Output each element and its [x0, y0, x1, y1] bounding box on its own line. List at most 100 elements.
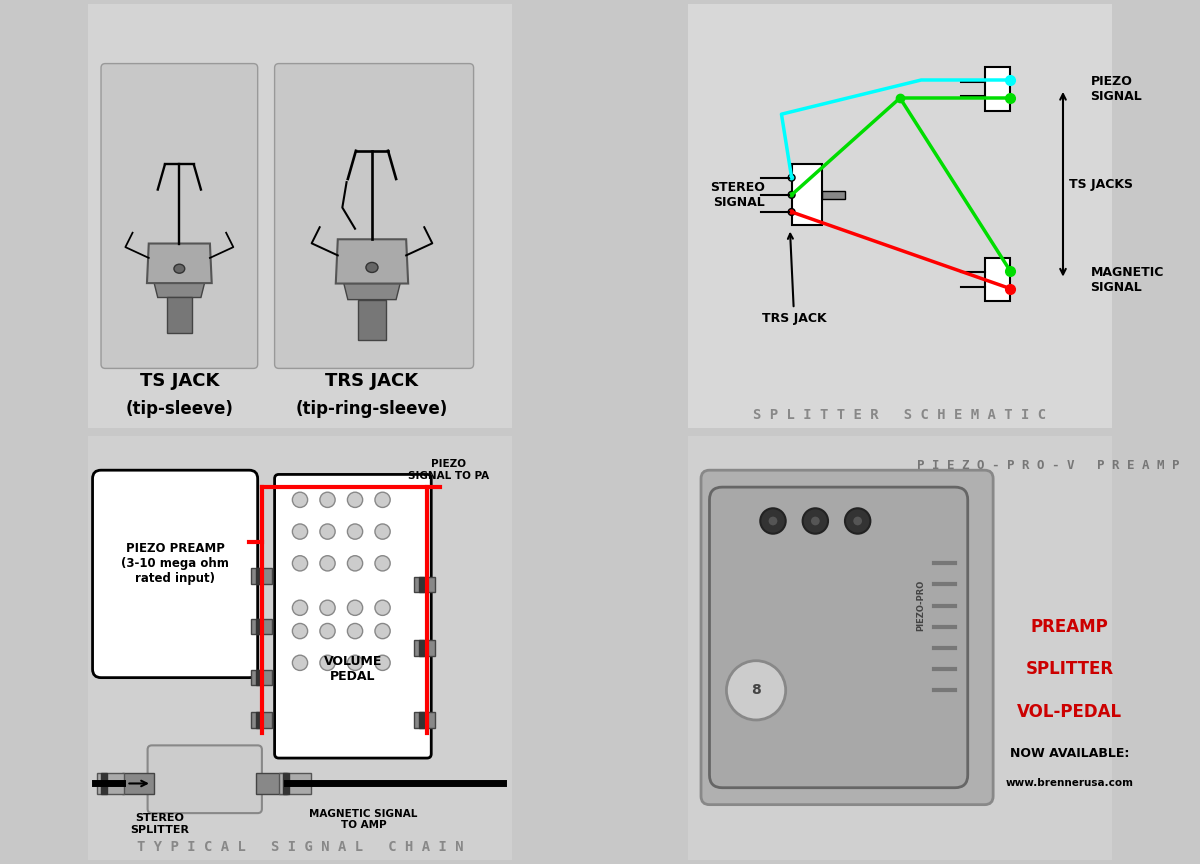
Bar: [256, 670, 260, 685]
Circle shape: [374, 600, 390, 615]
Circle shape: [320, 655, 335, 670]
Text: PIEZO
SIGNAL TO PA: PIEZO SIGNAL TO PA: [408, 460, 488, 481]
Bar: [792, 164, 822, 226]
Circle shape: [348, 600, 362, 615]
Bar: [414, 640, 436, 656]
Text: PIEZO-PRO: PIEZO-PRO: [917, 580, 925, 632]
Text: PIEZO PREAMP
(3-10 mega ohm
rated input): PIEZO PREAMP (3-10 mega ohm rated input): [121, 542, 229, 585]
Text: STEREO
SIGNAL: STEREO SIGNAL: [709, 181, 764, 209]
Text: TRS JACK: TRS JACK: [762, 234, 827, 325]
Ellipse shape: [366, 263, 378, 272]
Polygon shape: [146, 244, 211, 283]
Circle shape: [1007, 95, 1013, 101]
Bar: [256, 773, 287, 794]
Text: PREAMP: PREAMP: [1031, 618, 1109, 636]
Circle shape: [374, 624, 390, 638]
Bar: [985, 67, 1010, 111]
Bar: [251, 619, 272, 634]
Text: (tip-sleeve): (tip-sleeve): [126, 400, 233, 417]
Circle shape: [320, 600, 335, 615]
Text: P I E Z O - P R O - V   P R E A M P: P I E Z O - P R O - V P R E A M P: [917, 460, 1180, 473]
FancyBboxPatch shape: [678, 0, 1122, 438]
Bar: [414, 712, 436, 727]
Circle shape: [320, 624, 335, 638]
Text: PIEZO
SIGNAL: PIEZO SIGNAL: [1091, 75, 1142, 103]
Circle shape: [293, 600, 307, 615]
Bar: [256, 712, 260, 727]
Text: SPLITTER: SPLITTER: [1025, 660, 1114, 678]
Circle shape: [348, 492, 362, 507]
Circle shape: [788, 192, 796, 198]
Bar: [122, 773, 154, 794]
FancyBboxPatch shape: [275, 474, 431, 758]
Circle shape: [348, 556, 362, 571]
Bar: [419, 712, 424, 727]
Circle shape: [293, 655, 307, 670]
Circle shape: [1007, 268, 1013, 273]
Circle shape: [845, 508, 870, 534]
FancyBboxPatch shape: [101, 64, 258, 368]
FancyBboxPatch shape: [148, 746, 262, 813]
Text: STEREO
SPLITTER: STEREO SPLITTER: [131, 813, 190, 835]
Circle shape: [320, 492, 335, 507]
Bar: [256, 619, 260, 634]
Circle shape: [348, 624, 362, 638]
Text: VOLUME
PEDAL: VOLUME PEDAL: [324, 655, 382, 683]
Circle shape: [320, 556, 335, 571]
FancyBboxPatch shape: [678, 426, 1122, 864]
Bar: [97, 773, 125, 794]
Text: 8: 8: [751, 683, 761, 697]
Circle shape: [761, 508, 786, 534]
Circle shape: [348, 524, 362, 539]
Circle shape: [788, 208, 796, 215]
Circle shape: [293, 624, 307, 638]
FancyBboxPatch shape: [709, 487, 967, 788]
Polygon shape: [154, 283, 204, 297]
Circle shape: [320, 524, 335, 539]
FancyBboxPatch shape: [275, 64, 474, 368]
Polygon shape: [336, 239, 408, 283]
Text: MAGNETIC
SIGNAL: MAGNETIC SIGNAL: [1091, 265, 1164, 294]
Circle shape: [293, 492, 307, 507]
Bar: [283, 773, 289, 794]
Text: T Y P I C A L   S I G N A L   C H A I N: T Y P I C A L S I G N A L C H A I N: [137, 840, 463, 854]
Text: MAGNETIC SIGNAL
TO AMP: MAGNETIC SIGNAL TO AMP: [310, 809, 418, 830]
Bar: [414, 577, 436, 592]
Polygon shape: [344, 283, 400, 300]
Bar: [251, 569, 272, 584]
Circle shape: [788, 175, 796, 181]
Circle shape: [293, 556, 307, 571]
Bar: [101, 773, 107, 794]
FancyBboxPatch shape: [78, 426, 522, 864]
Text: TRS JACK: TRS JACK: [325, 372, 419, 391]
FancyBboxPatch shape: [78, 0, 522, 438]
Circle shape: [768, 516, 778, 526]
Circle shape: [852, 516, 863, 526]
Bar: [822, 191, 845, 199]
FancyBboxPatch shape: [701, 470, 994, 804]
Text: TS JACK: TS JACK: [139, 372, 220, 391]
Circle shape: [810, 516, 821, 526]
Circle shape: [803, 508, 828, 534]
Bar: [985, 258, 1010, 301]
Circle shape: [726, 661, 786, 720]
Circle shape: [1007, 77, 1013, 83]
Circle shape: [374, 524, 390, 539]
Text: S P L I T T E R   S C H E M A T I C: S P L I T T E R S C H E M A T I C: [754, 408, 1046, 422]
Text: (tip-ring-sleeve): (tip-ring-sleeve): [296, 400, 448, 417]
Bar: [256, 569, 260, 584]
Ellipse shape: [174, 264, 185, 273]
Text: TS JACKS: TS JACKS: [1069, 178, 1133, 191]
Bar: [251, 670, 272, 685]
Circle shape: [1007, 286, 1013, 291]
Circle shape: [293, 524, 307, 539]
Bar: [419, 577, 424, 592]
Bar: [278, 773, 311, 794]
Circle shape: [348, 655, 362, 670]
Bar: [167, 297, 192, 334]
Bar: [358, 300, 386, 340]
Circle shape: [374, 556, 390, 571]
FancyBboxPatch shape: [92, 470, 258, 677]
Text: www.brennerusa.com: www.brennerusa.com: [1006, 778, 1133, 789]
Circle shape: [374, 655, 390, 670]
